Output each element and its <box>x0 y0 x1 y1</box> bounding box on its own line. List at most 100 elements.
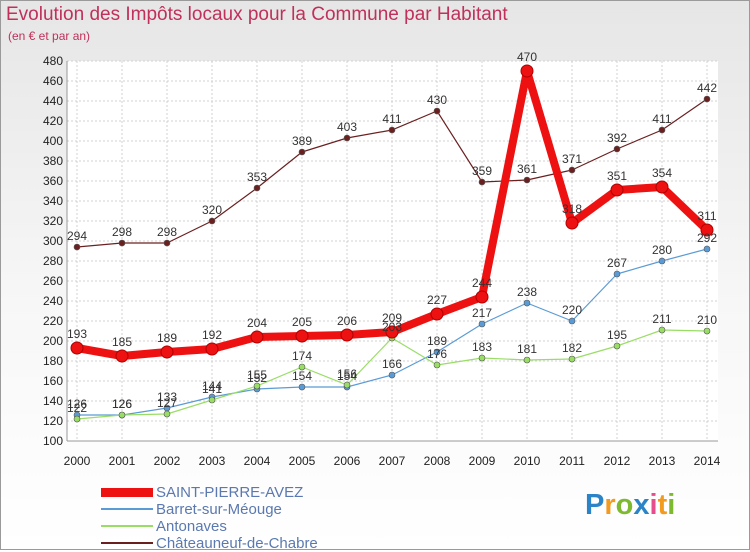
x-tick-label: 2005 <box>289 454 316 468</box>
legend-label-chateauneuf-de-chabre: Châteauneuf-de-Chabre <box>156 535 318 552</box>
data-label-barret-sur-meouge: 126 <box>112 397 132 411</box>
data-point-barret-sur-meouge <box>613 270 621 278</box>
data-label-chateauneuf-de-chabre: 389 <box>292 134 312 148</box>
y-tick-label: 300 <box>43 234 63 248</box>
data-label-chateauneuf-de-chabre: 298 <box>157 225 177 239</box>
data-point-antonaves <box>208 396 216 404</box>
data-point-saint-pierre-avez <box>700 223 714 237</box>
data-label-antonaves: 141 <box>202 382 222 396</box>
y-tick-label: 340 <box>43 194 63 208</box>
data-point-barret-sur-meouge <box>388 371 396 379</box>
data-point-antonaves <box>568 355 576 363</box>
data-point-antonaves <box>703 327 711 335</box>
data-point-antonaves <box>253 382 261 390</box>
data-point-antonaves <box>658 326 666 334</box>
x-tick-label: 2004 <box>244 454 271 468</box>
data-label-saint-pierre-avez: 318 <box>562 202 582 216</box>
x-tick-label: 2014 <box>694 454 721 468</box>
data-point-saint-pierre-avez <box>250 330 264 344</box>
chart-subtitle: (en € et par an) <box>8 29 91 43</box>
data-point-barret-sur-meouge <box>658 257 666 265</box>
x-tick-label: 2002 <box>154 454 181 468</box>
x-tick-label: 2006 <box>334 454 361 468</box>
data-point-saint-pierre-avez <box>70 341 84 355</box>
data-label-antonaves: 183 <box>472 340 492 354</box>
proxiti-logo: Proxiti <box>585 489 676 521</box>
data-label-chateauneuf-de-chabre: 411 <box>652 112 671 126</box>
data-point-chateauneuf-de-chabre <box>703 95 711 103</box>
data-label-saint-pierre-avez: 354 <box>652 166 672 180</box>
data-point-saint-pierre-avez <box>205 342 219 356</box>
data-label-barret-sur-meouge: 144 <box>202 379 222 393</box>
x-tick-label: 2003 <box>199 454 226 468</box>
legend-swatch-antonaves <box>101 525 153 527</box>
data-point-barret-sur-meouge <box>703 245 711 253</box>
data-point-saint-pierre-avez <box>385 325 399 339</box>
data-label-barret-sur-meouge: 154 <box>337 369 357 383</box>
data-point-saint-pierre-avez <box>565 216 579 230</box>
legend-label-barret-sur-meouge: Barret-sur-Méouge <box>156 501 282 518</box>
data-label-saint-pierre-avez: 204 <box>247 316 267 330</box>
data-point-chateauneuf-de-chabre <box>478 178 486 186</box>
legend-label-antonaves: Antonaves <box>156 518 227 535</box>
data-point-barret-sur-meouge <box>433 348 441 356</box>
data-label-saint-pierre-avez: 205 <box>292 315 312 329</box>
x-tick-label: 2001 <box>109 454 136 468</box>
x-tick-label: 2008 <box>424 454 451 468</box>
data-label-chateauneuf-de-chabre: 392 <box>607 131 627 145</box>
y-tick-label: 200 <box>43 334 63 348</box>
data-label-antonaves: 195 <box>607 328 627 342</box>
data-point-chateauneuf-de-chabre <box>343 134 351 142</box>
data-label-chateauneuf-de-chabre: 298 <box>112 225 132 239</box>
data-point-antonaves <box>343 381 351 389</box>
legend-swatch-barret-sur-meouge <box>101 508 153 510</box>
y-tick-label: 400 <box>43 134 63 148</box>
data-point-chateauneuf-de-chabre <box>568 166 576 174</box>
data-label-barret-sur-meouge: 280 <box>652 243 672 257</box>
data-label-antonaves: 203 <box>382 320 402 334</box>
data-label-antonaves: 156 <box>337 367 357 381</box>
y-tick-label: 360 <box>43 174 63 188</box>
legend-swatch-chateauneuf-de-chabre <box>101 542 153 544</box>
data-point-barret-sur-meouge <box>298 383 306 391</box>
data-point-saint-pierre-avez <box>520 64 534 78</box>
data-point-saint-pierre-avez <box>340 328 354 342</box>
y-tick-label: 120 <box>43 414 63 428</box>
data-label-antonaves: 210 <box>697 313 717 327</box>
data-point-saint-pierre-avez <box>610 183 624 197</box>
data-label-chateauneuf-de-chabre: 294 <box>67 229 87 243</box>
data-label-antonaves: 127 <box>157 396 177 410</box>
x-tick-label: 2010 <box>514 454 541 468</box>
data-point-chateauneuf-de-chabre <box>118 239 126 247</box>
data-point-chateauneuf-de-chabre <box>613 145 621 153</box>
data-point-barret-sur-meouge <box>478 320 486 328</box>
x-tick-label: 2012 <box>604 454 631 468</box>
data-label-antonaves: 126 <box>112 397 132 411</box>
data-label-barret-sur-meouge: 220 <box>562 303 582 317</box>
data-label-saint-pierre-avez: 209 <box>382 311 402 325</box>
data-label-barret-sur-meouge: 152 <box>247 371 267 385</box>
data-label-saint-pierre-avez: 311 <box>697 209 716 223</box>
data-point-saint-pierre-avez <box>430 307 444 321</box>
data-label-chateauneuf-de-chabre: 371 <box>562 152 582 166</box>
data-point-antonaves <box>73 415 81 423</box>
data-label-barret-sur-meouge: 154 <box>292 369 312 383</box>
data-label-saint-pierre-avez: 351 <box>607 169 627 183</box>
data-point-chateauneuf-de-chabre <box>208 217 216 225</box>
data-label-barret-sur-meouge: 133 <box>157 390 177 404</box>
chart-title: Evolution des Impôts locaux pour la Comm… <box>6 4 508 25</box>
data-point-saint-pierre-avez <box>655 180 669 194</box>
data-label-barret-sur-meouge: 217 <box>472 306 492 320</box>
data-point-chateauneuf-de-chabre <box>658 126 666 134</box>
data-label-barret-sur-meouge: 166 <box>382 357 402 371</box>
data-point-saint-pierre-avez <box>160 345 174 359</box>
data-label-barret-sur-meouge: 238 <box>517 285 537 299</box>
data-point-saint-pierre-avez <box>295 329 309 343</box>
data-point-saint-pierre-avez <box>475 290 489 304</box>
data-point-chateauneuf-de-chabre <box>388 126 396 134</box>
y-tick-label: 100 <box>43 434 63 448</box>
data-point-antonaves <box>118 411 126 419</box>
data-point-antonaves <box>298 363 306 371</box>
data-label-saint-pierre-avez: 185 <box>112 335 132 349</box>
